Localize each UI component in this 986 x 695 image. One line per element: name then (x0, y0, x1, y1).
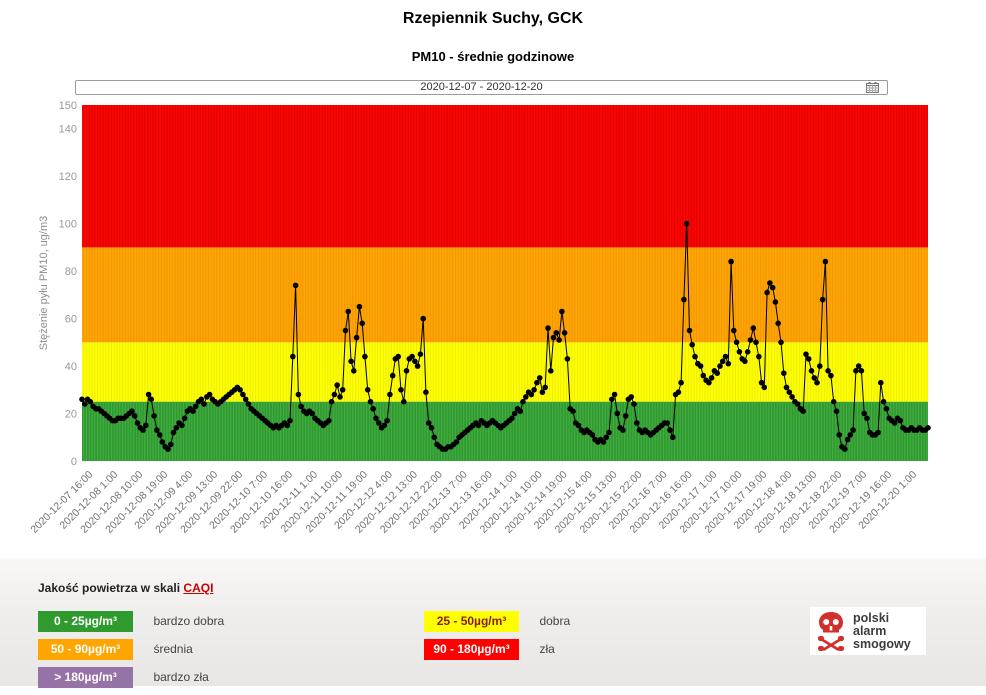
pm10-hourly-chart: 0 20 40 60 80 100 120 140 150 Stężenie pyłu PM10,… (28, 100, 931, 536)
logo-line-3: smogowy (853, 636, 911, 651)
legend-swatch-medium: 50 - 90µg/m³ (38, 639, 133, 660)
legend-label-bad: zła (539, 642, 555, 656)
legend-item-good: 25 - 50µg/m³ dobra (424, 611, 570, 632)
page-title: Rzepiennik Suchy, GCK (402, 10, 584, 27)
date-range-value: 2020-12-07 - 2020-12-20 (420, 81, 543, 93)
legend-item-very-bad: > 180µg/m³ bardzo zła (38, 667, 209, 688)
svg-text:Stężenie pyłu PM10, ug/m3: Stężenie pyłu PM10, ug/m3 (38, 216, 50, 351)
legend-item-bad: 90 - 180µg/m³ zła (424, 639, 555, 660)
legend-label-very-bad: bardzo zła (153, 670, 209, 684)
date-range-picker[interactable]: 2020-12-07 - 2020-12-20 (75, 80, 888, 95)
legend-swatch-very-bad: > 180µg/m³ (38, 667, 133, 688)
legend-header: Jakość powietrza w skali CAQI (38, 581, 213, 595)
svg-text:20: 20 (65, 409, 77, 421)
svg-text:80: 80 (65, 266, 77, 278)
legend-swatch-good: 25 - 50µg/m³ (424, 611, 519, 632)
svg-text:40: 40 (65, 361, 77, 373)
calendar-icon[interactable] (866, 82, 879, 93)
logo-text: polski alarm smogowy (853, 610, 911, 651)
caqi-link[interactable]: CAQI (183, 581, 214, 595)
legend-item-medium: 50 - 90µg/m³ średnia (38, 639, 193, 660)
legend-label-good: dobra (539, 614, 571, 628)
page-subtitle: PM10 - średnie godzinowe (411, 49, 575, 64)
legend-label-medium: średnia (153, 642, 193, 656)
legend-label-very-good: bardzo dobra (153, 614, 225, 628)
svg-text:140: 140 (59, 124, 77, 136)
svg-text:100: 100 (59, 219, 77, 231)
bottom-strip (0, 686, 986, 695)
legend-item-very-good: 0 - 25µg/m³ bardzo dobra (38, 611, 224, 632)
svg-text:120: 120 (59, 171, 77, 183)
legend-swatch-bad: 90 - 180µg/m³ (424, 639, 519, 660)
legend-header-text: Jakość powietrza w skali (38, 581, 184, 595)
logo-line-2: alarm (853, 623, 887, 638)
svg-text:150: 150 (59, 100, 77, 112)
svg-text:60: 60 (65, 314, 77, 326)
polski-alarm-smogowy-logo: polski alarm smogowy (810, 607, 926, 655)
legend-swatch-very-good: 0 - 25µg/m³ (38, 611, 133, 632)
svg-text:0: 0 (71, 456, 77, 468)
skull-crossbones-icon (818, 612, 844, 651)
logo-line-1: polski (853, 610, 890, 625)
